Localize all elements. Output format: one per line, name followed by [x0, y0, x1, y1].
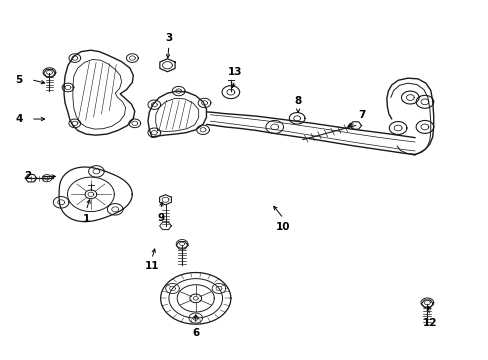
Text: 2: 2	[24, 171, 31, 181]
Text: 9: 9	[157, 213, 164, 222]
Text: 10: 10	[276, 222, 290, 231]
Text: 11: 11	[144, 261, 159, 271]
Text: 7: 7	[357, 111, 365, 121]
Text: 6: 6	[192, 328, 199, 338]
Text: 5: 5	[16, 75, 23, 85]
Text: 4: 4	[16, 114, 23, 124]
Text: 13: 13	[227, 67, 242, 77]
Text: 12: 12	[422, 319, 436, 328]
Text: 1: 1	[82, 215, 89, 224]
Text: 3: 3	[165, 33, 172, 43]
Text: 8: 8	[294, 96, 301, 106]
